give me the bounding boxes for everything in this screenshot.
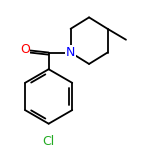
Text: O: O <box>20 43 30 56</box>
Text: Cl: Cl <box>42 135 55 148</box>
Text: N: N <box>66 46 75 59</box>
